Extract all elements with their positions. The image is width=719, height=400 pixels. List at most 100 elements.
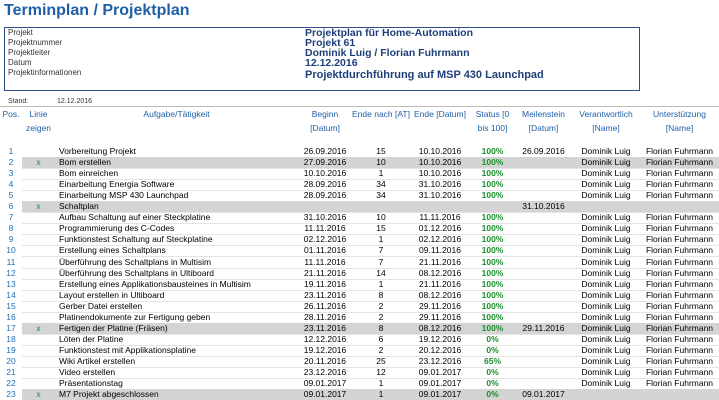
cell: Funktionstest mit Applikationsplatine — [59, 344, 197, 355]
cell: 15 — [376, 223, 386, 234]
cell: Dominik Luig — [581, 256, 631, 267]
cell: 09.01.2017 — [418, 367, 462, 377]
cell: 01.11.2016 — [304, 245, 346, 256]
cell: 23 — [6, 389, 16, 400]
cell: 1 — [8, 146, 14, 156]
row-bg — [22, 223, 719, 236]
cell — [22, 257, 55, 268]
row-bg — [22, 245, 719, 258]
cell — [22, 345, 55, 356]
cell: 0% — [486, 333, 499, 344]
cell: 0% — [486, 389, 499, 400]
cell: Dominik Luig — [581, 223, 631, 234]
info-label: Projektnummer — [8, 38, 63, 47]
cell — [22, 279, 55, 290]
cell: 100% — [481, 190, 504, 201]
cell: 1 — [378, 389, 384, 400]
cell: Einarbeitung MSP 430 Launchpad — [59, 190, 189, 201]
cell: Florian Fuhrmann — [645, 300, 714, 311]
cell — [640, 201, 719, 212]
cell: 8 — [378, 322, 384, 333]
cell: 7 — [378, 256, 384, 267]
cell: 2 — [378, 311, 384, 322]
cell: Florian Fuhrmann — [645, 322, 714, 333]
cell: Florian Fuhrmann — [645, 278, 714, 289]
cell: 11.11.2016 — [419, 212, 461, 223]
cell — [515, 279, 572, 290]
cell: Florian Fuhrmann — [645, 157, 714, 168]
cell: 01.12.2016 — [418, 223, 462, 234]
cell: 15 — [376, 146, 386, 156]
cell — [298, 201, 352, 212]
cell: 17 — [6, 322, 16, 333]
cell: Video erstellen — [59, 367, 116, 377]
cell: 100% — [481, 289, 504, 300]
cell: 19.11.2016 — [304, 278, 346, 289]
cell: Florian Fuhrmann — [645, 267, 714, 278]
cell — [470, 201, 515, 212]
cell: Florian Fuhrmann — [645, 344, 714, 355]
column-header: Pos. — [2, 109, 20, 119]
cell: Schaltplan — [59, 201, 99, 212]
info-box — [4, 27, 640, 91]
cell: 26.09.2016 — [303, 146, 347, 156]
info-value: Projektplan für Home-Automation — [305, 27, 474, 39]
cell: Präsentationstag — [59, 378, 123, 389]
cell: Florian Fuhrmann — [645, 245, 714, 256]
cell: Dominik Luig — [581, 179, 631, 190]
cell: Einarbeitung Energia Software — [59, 179, 175, 190]
cell: 1 — [378, 234, 384, 245]
column-header: Ende nach [AT] — [352, 109, 410, 119]
cell: 2 — [378, 300, 384, 311]
cell: 10.10.2016 — [418, 157, 462, 168]
column-header: Meilenstein [Datum] — [522, 109, 565, 133]
cell — [515, 356, 572, 367]
info-value: Projekt 61 — [305, 37, 356, 49]
cell: 100% — [481, 212, 504, 223]
cell: 6 — [378, 333, 384, 344]
row-bg — [22, 179, 719, 192]
cell: Löten der Platine — [59, 333, 124, 344]
row-bg — [22, 290, 719, 302]
cell — [515, 301, 572, 312]
cell: 19 — [6, 344, 16, 355]
info-label: Projektleiter — [8, 48, 51, 57]
cell: 28.11.2016 — [304, 311, 346, 322]
cell: 7 — [378, 245, 384, 256]
cell: Dominik Luig — [581, 367, 631, 377]
cell — [22, 301, 55, 312]
row-bg — [22, 356, 719, 368]
cell: Programmierung des C-Codes — [59, 223, 175, 234]
cell: Überführung des Schaltplans in Ultiboard — [59, 267, 214, 278]
cell: Florian Fuhrmann — [645, 289, 714, 300]
cell: 100% — [481, 179, 504, 190]
cell: 20.12.2016 — [418, 344, 462, 355]
info-value: 12.12.2016 — [305, 57, 358, 69]
title: Terminplan / Projektplan — [4, 2, 190, 19]
cell: Florian Fuhrmann — [645, 355, 714, 366]
cell: Erstellung eines Schaltplans — [59, 245, 166, 256]
cell: Dominik Luig — [581, 278, 631, 289]
cell: 27.09.2016 — [303, 157, 347, 168]
cell: 11.11.2016 — [304, 256, 346, 267]
cell: 10.10.2016 — [303, 168, 347, 179]
row-bg — [22, 322, 719, 335]
cell: 29.11.2016 — [522, 322, 565, 333]
cell: Florian Fuhrmann — [645, 367, 714, 377]
cell: Dominik Luig — [581, 267, 631, 278]
cell: 100% — [481, 234, 504, 245]
stand-value: 12.12.2016 — [57, 98, 93, 105]
cell: M7 Projekt abgeschlossen — [59, 389, 159, 400]
cell: 3 — [8, 168, 14, 179]
column-header: Status [0 bis 100] — [475, 109, 510, 133]
cell — [515, 223, 572, 234]
cell: 23.11.2016 — [304, 289, 346, 300]
cell: 31.10.2016 — [418, 190, 462, 201]
row-bg — [22, 301, 719, 313]
cell: x — [36, 389, 41, 400]
cell: 08.12.2016 — [418, 267, 462, 278]
cell: 21.11.2016 — [419, 256, 461, 267]
cell: 6 — [8, 201, 14, 212]
cell: 14 — [376, 267, 386, 278]
cell: 13 — [6, 278, 16, 289]
